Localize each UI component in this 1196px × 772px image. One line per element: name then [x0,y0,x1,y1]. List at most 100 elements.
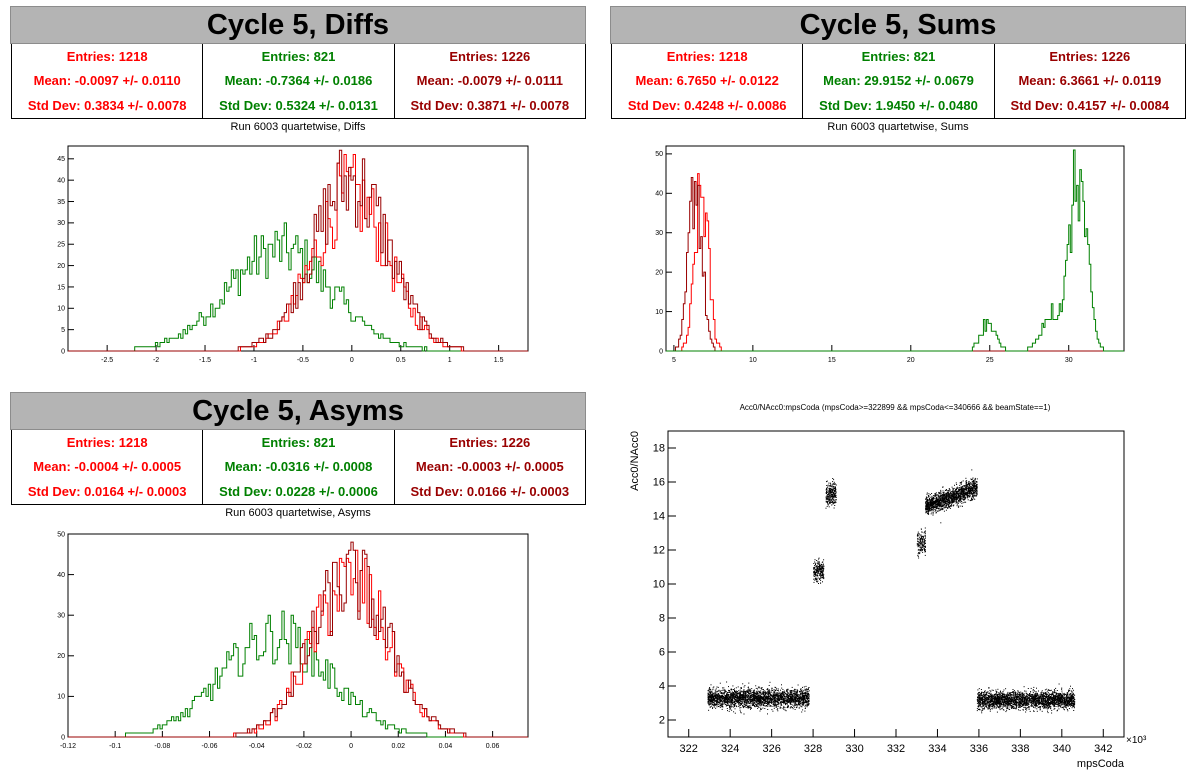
entries-label: Entries: 1226 [1049,48,1131,64]
stddev-label: Std Dev: 0.3871 +/- 0.0078 [410,98,570,114]
y-tick-label: 0 [61,348,65,355]
y-tick-label: 40 [57,572,65,579]
y-tick-label: 6 [659,647,665,659]
mean-label: Mean: 6.7650 +/- 0.0122 [635,73,779,89]
x-tick-label: 0.06 [486,743,500,750]
y-tick-label: 35 [57,199,65,206]
stddev-label: Std Dev: 0.0228 +/- 0.0006 [219,484,378,500]
scatter-cluster [707,681,810,715]
stddev-label: Std Dev: 0.3834 +/- 0.0078 [27,98,187,114]
mean-label: Mean: -0.0004 +/- 0.0005 [33,459,182,475]
histogram-series-green [666,149,1124,352]
x-tick-label: 332 [887,743,905,755]
stddev-label: Std Dev: 0.0164 +/- 0.0003 [27,484,187,500]
histogram-series-green [68,610,528,738]
entries-label: Entries: 821 [261,434,336,450]
y-tick-label: 2 [659,715,665,727]
acc0-scatter-plot: 322 324 326 328 330 332 334 336 338 340 342 2 4 6 8 10 1… [629,430,1147,770]
entries-label: Entries: 1226 [449,434,531,450]
mean-label: Mean: -0.0097 +/- 0.0110 [33,73,181,89]
y-tick-label: 50 [655,151,663,158]
y-tick-label: 45 [57,156,65,163]
x-tick-label: 20 [907,357,915,364]
y-tick-label: 8 [659,613,665,625]
y-tick-label: 12 [653,545,665,557]
plot-frame [665,145,1125,352]
x-tick-label: 0.02 [391,743,405,750]
x-tick-label: 324 [721,743,739,755]
x-tick-label: 322 [680,743,698,755]
histogram-series-darkred [68,541,528,738]
stddev-label: Std Dev: 1.9450 +/- 0.0480 [819,98,978,114]
chart-subtitle: Run 6003 quartetwise, Asyms [225,507,371,519]
x-tick-label: 328 [804,743,822,755]
mean-label: Mean: -0.0003 +/- 0.0005 [415,459,564,475]
stats-column-red: Entries: 1218 Mean: 6.7650 +/- 0.0122 St… [612,44,802,118]
scatter-cluster [925,469,978,524]
stats-column-red: Entries: 1218 Mean: -0.0097 +/- 0.0110 S… [12,44,202,118]
mean-label: Mean: 29.9152 +/- 0.0679 [823,73,974,89]
scatter-cluster [916,527,926,559]
stddev-label: Std Dev: 0.4248 +/- 0.0086 [627,98,787,114]
histogram-series-darkred [68,149,528,352]
y-tick-label: 10 [655,309,663,316]
x-tick-label: 1 [448,357,452,364]
x-tick-label: -0.12 [60,743,76,750]
x-axis-label: mpsCoda [1077,758,1125,770]
y-tick-label: 0 [659,348,663,355]
y-tick-label: 30 [57,220,65,227]
x-tick-label: 340 [1053,743,1071,755]
y-tick-label: 0 [61,734,65,741]
x-tick-label: 25 [986,357,994,364]
stats-box: Entries: 1218 Mean: -0.0004 +/- 0.0005 S… [11,430,586,505]
x-tick-label: 334 [928,743,946,755]
diffs-histogram: -2.5 -2 -1.5 -1 -0.5 0 0.5 1 1.5 0 5 10 15 20 25 30 35 40… [57,145,529,364]
mean-label: Mean: -0.0316 +/- 0.0008 [224,459,373,475]
x-scale-label: ×10³ [1126,735,1147,746]
x-tick-label: -1 [251,357,257,364]
stats-column-darkred: Entries: 1226 Mean: -0.0003 +/- 0.0005 S… [393,430,585,504]
x-tick-label: 336 [970,743,988,755]
x-tick-label: 0 [350,357,354,364]
entries-label: Entries: 1218 [66,48,148,64]
y-tick-label: 14 [653,511,665,523]
x-tick-label: 338 [1011,743,1029,755]
stats-box: Entries: 1218 Mean: 6.7650 +/- 0.0122 St… [611,44,1186,119]
x-tick-label: -1.5 [199,357,211,364]
scatter-title: Acc0/NAcc0:mpsCoda (mpsCoda>=322899 && m… [739,403,1051,412]
y-tick-label: 25 [57,242,65,249]
stddev-label: Std Dev: 0.5324 +/- 0.0131 [219,98,378,114]
x-tick-label: 15 [828,357,836,364]
stats-box: Entries: 1218 Mean: -0.0097 +/- 0.0110 S… [11,44,586,119]
y-tick-label: 18 [653,443,665,455]
stats-column-green: Entries: 821 Mean: -0.7364 +/- 0.0186 St… [202,44,393,118]
scatter-cluster [976,683,1076,714]
y-tick-label: 40 [57,178,65,185]
x-tick-label: 0.5 [396,357,406,364]
y-tick-label: 15 [57,284,65,291]
entries-label: Entries: 1218 [666,48,748,64]
mean-label: Mean: -0.7364 +/- 0.0186 [224,73,373,89]
stats-column-green: Entries: 821 Mean: -0.0316 +/- 0.0008 St… [202,430,393,504]
x-tick-label: -2.5 [101,357,113,364]
mean-label: Mean: 6.3661 +/- 0.0119 [1018,73,1162,89]
y-tick-label: 4 [659,681,665,693]
x-tick-label: -0.1 [109,743,121,750]
y-tick-label: 10 [57,694,65,701]
x-tick-label: 330 [845,743,863,755]
y-tick-label: 16 [653,477,665,489]
histogram-series-green [68,222,528,352]
sums-histogram: 5 10 15 20 25 30 0 10 20 30 40 50 [655,145,1125,364]
stddev-label: Std Dev: 0.0166 +/- 0.0003 [410,484,570,500]
entries-label: Entries: 1218 [66,434,148,450]
stats-column-darkred: Entries: 1226 Mean: -0.0079 +/- 0.0111 S… [393,44,585,118]
x-tick-label: -0.06 [202,743,218,750]
x-tick-label: 0 [349,743,353,750]
scatter-cluster [825,478,837,509]
x-tick-label: -0.5 [297,357,309,364]
y-tick-label: 30 [57,613,65,620]
scatter-cluster [813,557,825,584]
stddev-label: Std Dev: 0.4157 +/- 0.0084 [1010,98,1170,114]
stats-column-green: Entries: 821 Mean: 29.9152 +/- 0.0679 St… [802,44,993,118]
entries-label: Entries: 1226 [449,48,531,64]
